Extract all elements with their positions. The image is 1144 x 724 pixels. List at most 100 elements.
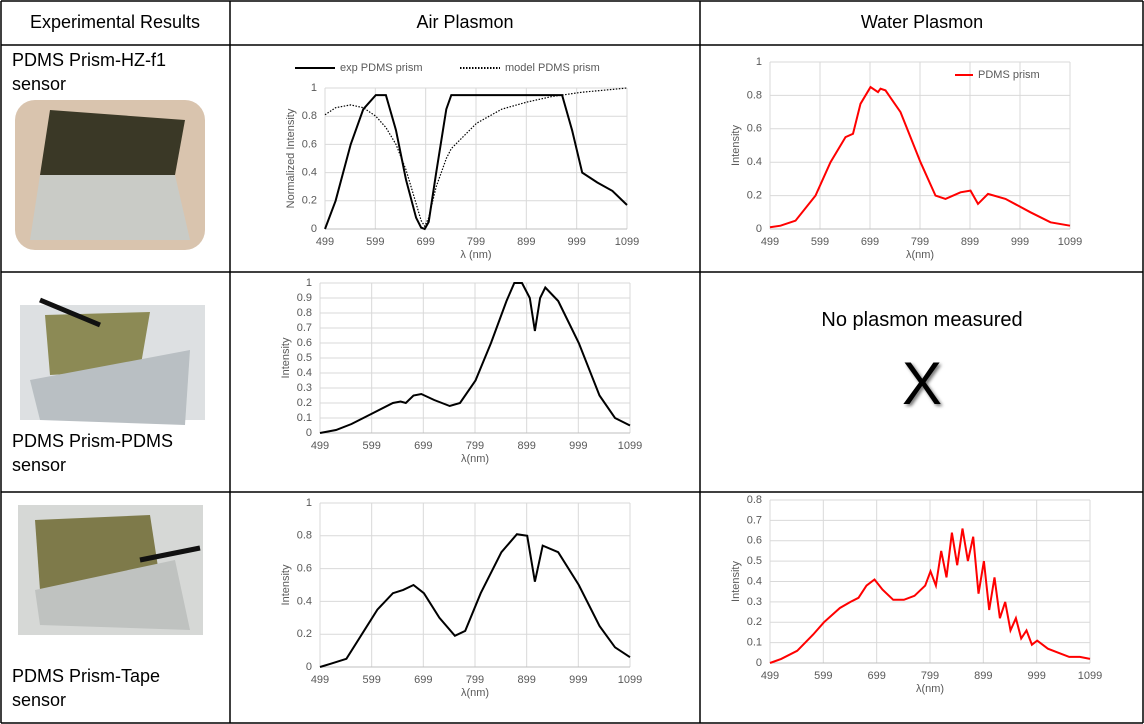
y-tick-label: 0.8 [297, 530, 312, 542]
legend-label: PDMS prism [978, 69, 1040, 81]
y-axis-label: Intensity [280, 337, 292, 378]
row-label: PDMS Prism-Tape sensor [12, 666, 161, 710]
x-tick-label: 1099 [1058, 236, 1082, 248]
y-axis-label: Normalized Intensity [285, 108, 297, 208]
x-tick-label: 999 [569, 440, 587, 452]
data-line [319, 282, 631, 434]
photo [18, 505, 203, 635]
y-tick-label: 0.3 [747, 596, 762, 608]
y-tick-label: 0.6 [297, 337, 312, 349]
y-tick-label: 0.2 [747, 616, 762, 628]
y-tick-label: 0.1 [747, 637, 762, 649]
y-tick-label: 0.6 [297, 563, 312, 575]
x-tick-label: 1099 [1078, 670, 1102, 682]
y-axis-label: Intensity [280, 564, 292, 605]
x-tick-label: 999 [1011, 236, 1029, 248]
x-tick-label: 499 [311, 674, 329, 686]
data-line [324, 94, 628, 231]
y-tick-label: 0.6 [747, 535, 762, 547]
x-tick-label: 899 [517, 674, 535, 686]
x-tick-label: 799 [911, 236, 929, 248]
header-cell: Experimental Results [29, 12, 201, 32]
y-tick-label: 0.5 [747, 555, 762, 567]
y-tick-label: 0.3 [297, 382, 312, 394]
x-tick-label: 699 [416, 236, 434, 248]
y-tick-label: 0.8 [747, 89, 762, 101]
x-tick-label: 499 [316, 236, 334, 248]
y-tick-label: 0 [306, 427, 312, 439]
x-tick-label: 899 [517, 236, 535, 248]
x-tick-label: 799 [921, 670, 939, 682]
x-tick-label: 899 [517, 440, 535, 452]
y-tick-label: 0.2 [297, 397, 312, 409]
x-tick-label: 599 [362, 440, 380, 452]
legend-label: exp PDMS prism [340, 62, 423, 74]
y-axis-label: Intensity [730, 125, 742, 166]
photo [20, 297, 205, 425]
x-tick-label: 799 [466, 674, 484, 686]
x-tick-label: 499 [311, 440, 329, 452]
y-tick-label: 0 [306, 661, 312, 673]
x-tick-label: 499 [761, 670, 779, 682]
y-tick-label: 0.2 [297, 628, 312, 640]
y-tick-label: 1 [306, 497, 312, 509]
y-tick-label: 0.5 [297, 352, 312, 364]
x-tick-label: 1099 [615, 236, 639, 248]
x-tick-label: 799 [467, 236, 485, 248]
y-tick-label: 0 [311, 223, 317, 235]
y-tick-label: 1 [311, 82, 317, 94]
legend-label: model PDMS prism [505, 62, 600, 74]
y-tick-label: 0.7 [297, 322, 312, 334]
y-tick-label: 1 [756, 56, 762, 68]
y-tick-label: 0 [756, 657, 762, 669]
no-plasmon-text: No plasmon measured [821, 309, 1023, 331]
y-tick-label: 0.7 [747, 514, 762, 526]
no-plasmon-mark: X [901, 350, 943, 417]
y-tick-label: 0.4 [747, 575, 762, 587]
y-tick-label: 0.2 [747, 190, 762, 202]
row-label: PDMS Prism-HZ-f1 sensor [12, 50, 166, 94]
x-tick-label: 699 [867, 670, 885, 682]
y-tick-label: 0.6 [302, 138, 317, 150]
y-axis-label: Intensity [730, 561, 742, 602]
x-tick-label: 999 [569, 674, 587, 686]
y-tick-label: 0.8 [297, 307, 312, 319]
y-tick-label: 0.8 [302, 110, 317, 122]
y-tick-label: 0.9 [297, 292, 312, 304]
x-axis-label: λ(nm) [916, 683, 944, 695]
data-line [769, 85, 1071, 229]
x-axis-label: λ(nm) [461, 453, 489, 465]
x-tick-label: 599 [814, 670, 832, 682]
x-tick-label: 699 [414, 440, 432, 452]
photo [15, 100, 205, 250]
x-tick-label: 1099 [618, 674, 642, 686]
y-tick-label: 0.4 [747, 156, 762, 168]
x-tick-label: 499 [761, 236, 779, 248]
x-tick-label: 699 [414, 674, 432, 686]
header-cell: Air Plasmon [416, 12, 514, 32]
x-tick-label: 899 [961, 236, 979, 248]
x-tick-label: 899 [974, 670, 992, 682]
y-tick-label: 0.4 [302, 167, 317, 179]
x-tick-label: 599 [366, 236, 384, 248]
y-tick-label: 0.6 [747, 123, 762, 135]
x-tick-label: 599 [362, 674, 380, 686]
x-axis-label: λ(nm) [461, 687, 489, 699]
y-tick-label: 0.4 [297, 595, 312, 607]
header-cell: Water Plasmon [860, 12, 984, 32]
y-tick-label: 0.1 [297, 412, 312, 424]
row-label: PDMS Prism-PDMS sensor [12, 431, 173, 475]
y-tick-label: 1 [306, 277, 312, 289]
y-tick-label: 0.4 [297, 367, 312, 379]
data-line [324, 87, 628, 228]
x-tick-label: 999 [567, 236, 585, 248]
x-axis-label: λ (nm) [460, 249, 491, 261]
x-tick-label: 999 [1027, 670, 1045, 682]
x-tick-label: 799 [466, 440, 484, 452]
y-tick-label: 0.2 [302, 195, 317, 207]
data-line [769, 528, 1091, 664]
data-line [319, 533, 631, 668]
